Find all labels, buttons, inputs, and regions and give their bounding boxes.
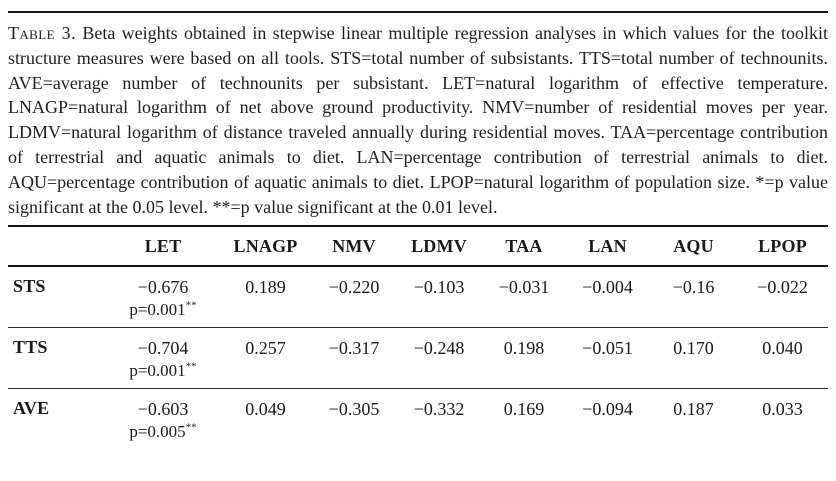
beta-value-cell: −0.332 [395, 389, 483, 450]
beta-value: 0.040 [762, 338, 803, 359]
beta-value: 0.198 [503, 338, 545, 359]
beta-value: −0.317 [328, 338, 380, 359]
table-row-tts: TTS −0.704 p=0.001** 0.257 −0.317 −0.248… [8, 328, 828, 389]
beta-value: 0.189 [245, 277, 286, 298]
column-header-lpop: LPOP [737, 226, 828, 268]
table-row-sts: STS −0.676 p=0.001** 0.189 −0.220 −0.103… [8, 266, 828, 328]
table-caption-text: Beta weights obtained in stepwise linear… [8, 23, 829, 217]
beta-value-cell: −0.220 [313, 266, 395, 328]
beta-value-cell: −0.103 [395, 266, 483, 328]
beta-value-cell: 0.169 [483, 389, 565, 450]
column-header-lan: LAN [565, 226, 650, 268]
table-row-ave: AVE −0.603 p=0.005** 0.049 −0.305 −0.332… [8, 389, 828, 450]
beta-value-cell: −0.094 [565, 389, 650, 450]
p-value: p=0.005** [108, 421, 218, 443]
beta-value-cell: 0.033 [737, 389, 828, 450]
p-value: p=0.001** [108, 299, 218, 321]
beta-value: −0.704 [137, 338, 189, 359]
column-header-taa: TAA [483, 226, 565, 268]
beta-value-cell: 0.198 [483, 328, 565, 389]
beta-value: −0.603 [137, 399, 189, 420]
beta-value: 0.033 [762, 399, 803, 420]
significance-marker: ** [185, 360, 197, 373]
beta-value-cell: −0.248 [395, 328, 483, 389]
beta-value: −0.051 [582, 338, 633, 359]
column-header-lnagp: LNAGP [218, 226, 313, 268]
beta-value-cell: −0.603 p=0.005** [108, 389, 218, 450]
column-header-let: LET [108, 226, 218, 268]
beta-value: 0.170 [673, 338, 714, 359]
p-value-text: p=0.001 [129, 300, 186, 320]
table-caption: Table 3. Beta weights obtained in stepwi… [8, 21, 828, 219]
beta-value-cell: 0.049 [218, 389, 313, 450]
regression-table: LET LNAGP NMV LDMV TAA LAN AQU LPOP STS … [8, 225, 828, 449]
column-header-aqu: AQU [650, 226, 737, 268]
column-header-ldmv: LDMV [395, 226, 483, 268]
beta-value-cell: 0.257 [218, 328, 313, 389]
beta-value-cell: −0.031 [483, 266, 565, 328]
row-label: AVE [13, 398, 50, 419]
beta-value-cell: −0.676 p=0.001** [108, 266, 218, 328]
beta-value-cell: −0.022 [737, 266, 828, 328]
beta-value-cell: 0.189 [218, 266, 313, 328]
beta-value-cell: −0.317 [313, 328, 395, 389]
p-value: p=0.001** [108, 360, 218, 382]
beta-value: −0.031 [498, 277, 550, 298]
column-header-nmv: NMV [313, 226, 395, 268]
beta-value: −0.094 [582, 399, 633, 420]
beta-value: −0.305 [328, 399, 380, 420]
beta-value: 0.169 [503, 399, 545, 420]
row-label: STS [13, 276, 46, 297]
beta-value-cell: −0.16 [650, 266, 737, 328]
header-row: LET LNAGP NMV LDMV TAA LAN AQU LPOP [8, 226, 828, 268]
beta-value: −0.220 [328, 277, 380, 298]
beta-value: −0.004 [582, 277, 633, 298]
beta-value-cell: 0.040 [737, 328, 828, 389]
beta-value-cell: 0.170 [650, 328, 737, 389]
beta-value: −0.332 [413, 399, 465, 420]
beta-value: 0.049 [245, 399, 286, 420]
significance-marker: ** [185, 299, 197, 312]
beta-value-cell: 0.187 [650, 389, 737, 450]
top-rule [8, 11, 828, 13]
beta-value: 0.257 [245, 338, 286, 359]
beta-value: −0.022 [757, 277, 808, 298]
beta-value: −0.248 [413, 338, 465, 359]
p-value-text: p=0.005 [129, 422, 186, 442]
beta-value-cell: −0.051 [565, 328, 650, 389]
beta-value: −0.103 [413, 277, 465, 298]
header-corner-cell [8, 226, 108, 268]
beta-value: −0.16 [672, 277, 715, 298]
row-label: TTS [13, 337, 48, 358]
beta-value: −0.676 [137, 277, 189, 298]
significance-marker: ** [185, 421, 197, 434]
table-caption-label: Table 3. [8, 23, 76, 43]
p-value-text: p=0.001 [129, 361, 186, 381]
beta-value-cell: −0.004 [565, 266, 650, 328]
beta-value: 0.187 [673, 399, 714, 420]
beta-value-cell: −0.305 [313, 389, 395, 450]
beta-value-cell: −0.704 p=0.001** [108, 328, 218, 389]
